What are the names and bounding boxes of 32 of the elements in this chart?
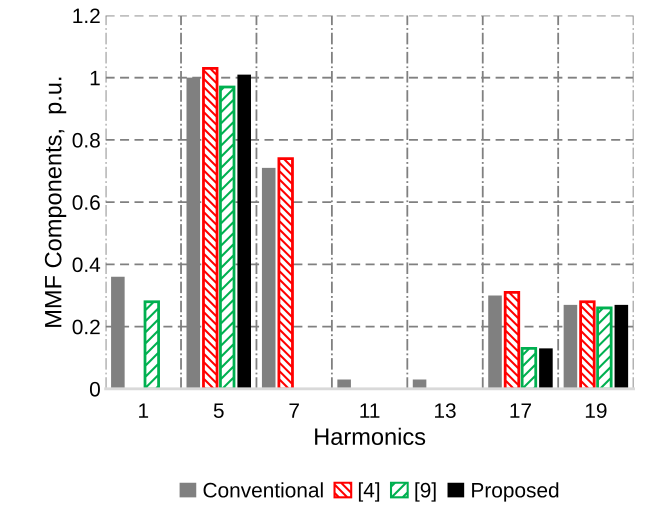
bar bbox=[144, 300, 160, 389]
bar bbox=[520, 346, 538, 389]
bar bbox=[202, 66, 218, 389]
legend-label: Proposed bbox=[472, 482, 558, 502]
bar bbox=[278, 157, 294, 389]
bar bbox=[539, 348, 553, 389]
x-tick-label: 7 bbox=[289, 403, 299, 418]
y-tick-label: 0 bbox=[90, 382, 100, 397]
bar bbox=[262, 168, 276, 389]
x-tick-label: 17 bbox=[510, 403, 531, 418]
y-axis-title: MMF Components, p.u. bbox=[44, 78, 66, 327]
x-tick-label: 11 bbox=[360, 403, 380, 418]
y-tick-label: 0.2 bbox=[72, 320, 100, 334]
y-tick-label: 1.2 bbox=[73, 8, 100, 23]
bar bbox=[579, 300, 596, 389]
x-tick-label: 13 bbox=[435, 403, 456, 418]
y-tick-label: 0.8 bbox=[72, 132, 100, 148]
y-tick-label: 0.4 bbox=[72, 257, 100, 272]
x-axis-title: Harmonics bbox=[315, 428, 426, 446]
bar bbox=[504, 290, 520, 389]
legend-label: Conventional bbox=[204, 482, 323, 498]
y-tick-label: 1 bbox=[90, 70, 100, 86]
bar bbox=[237, 74, 251, 389]
y-tick-label: 0.6 bbox=[72, 195, 100, 210]
x-tick-label: 5 bbox=[214, 403, 224, 418]
bar bbox=[219, 86, 236, 389]
legend-label: [9] bbox=[415, 482, 436, 502]
x-tick-label: 1 bbox=[139, 403, 148, 418]
legend-label: [4] bbox=[358, 482, 380, 502]
bar bbox=[614, 304, 628, 389]
bar bbox=[596, 306, 613, 389]
x-tick-label: 19 bbox=[586, 403, 606, 418]
